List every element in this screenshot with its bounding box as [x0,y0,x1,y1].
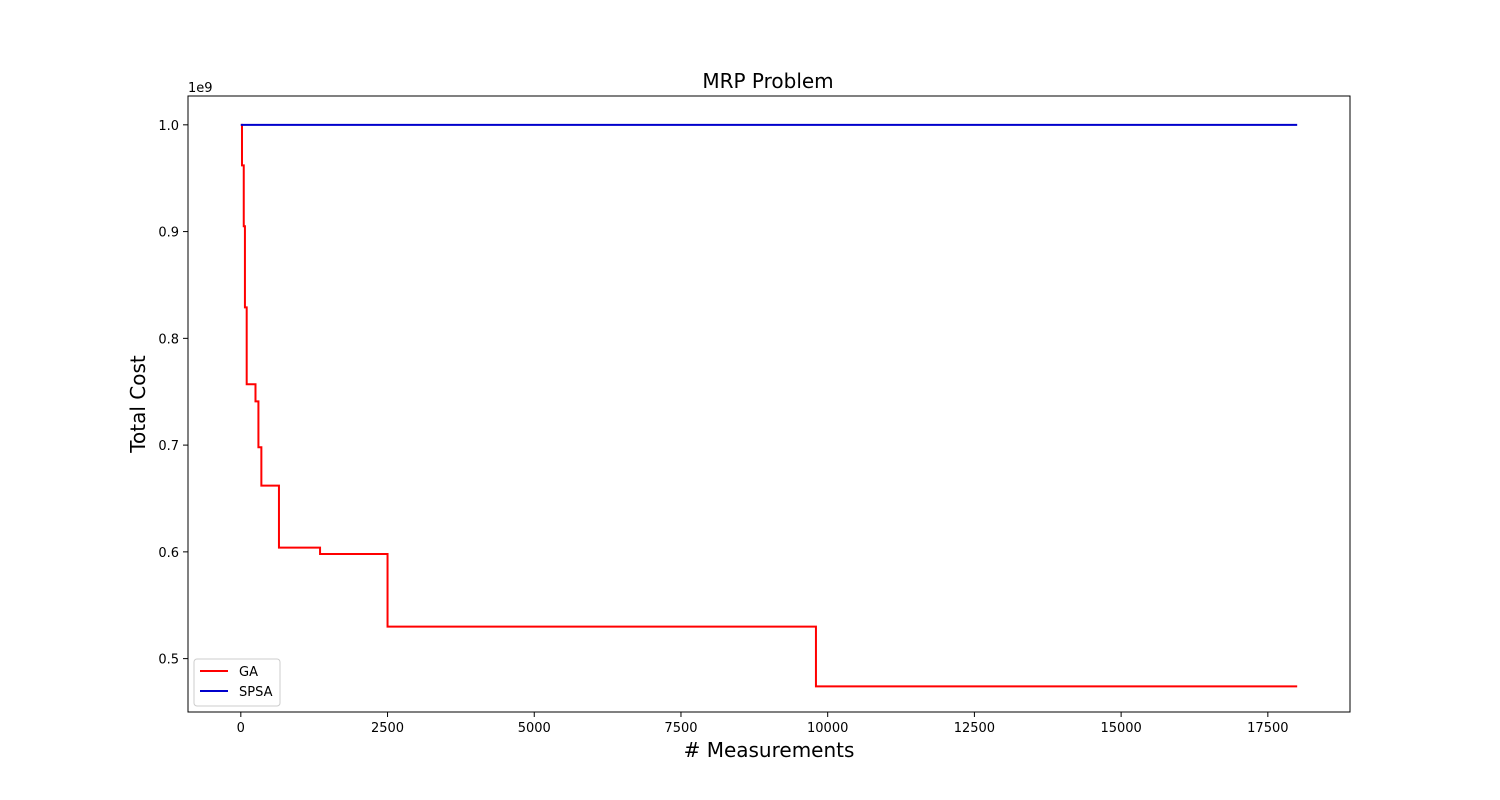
x-tick-label: 17500 [1247,721,1288,736]
y-tick-label: 0.7 [158,439,179,454]
x-tick-label: 10000 [807,721,848,736]
y-tick-label: 0.9 [158,226,179,241]
x-tick-label: 12500 [954,721,995,736]
y-axis-offset-text: 1e9 [188,81,213,96]
x-tick-label: 5000 [518,721,551,736]
chart-title: MRP Problem [702,69,833,93]
series-layer [240,123,1298,688]
series-line-ga [240,123,1298,688]
plot-area-frame [187,95,1351,713]
x-tick-label: 2500 [371,721,404,736]
legend-label-ga: GA [239,665,258,680]
y-axis-label: Total Cost [126,355,150,454]
x-tick-label: 0 [237,721,245,736]
y-tick-label: 0.5 [158,653,179,668]
legend-label-spsa: SPSA [239,685,273,700]
y-tick-label: 0.6 [158,546,179,561]
y-tick-label: 0.8 [158,332,179,347]
legend: GA SPSA [193,658,281,707]
x-axis-ticks: 0 2500 5000 7500 10000 12500 15000 17500 [237,712,1289,736]
y-tick-label: 1.0 [158,119,179,134]
x-tick-label: 15000 [1100,721,1141,736]
x-tick-label: 7500 [664,721,697,736]
y-axis-ticks: 0.5 0.6 0.7 0.8 0.9 1.0 [158,119,188,668]
x-axis-label: # Measurements [684,738,855,762]
